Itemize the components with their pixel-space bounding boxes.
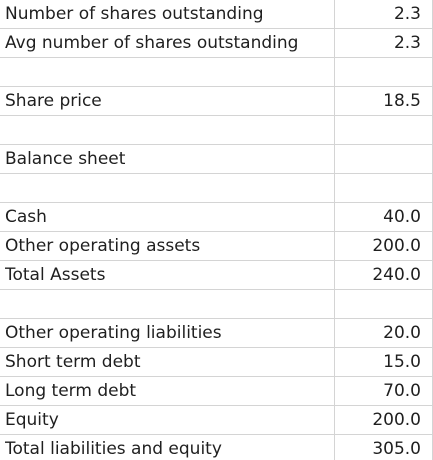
cell-value[interactable] [340,116,421,145]
cell-label[interactable] [5,174,330,203]
cell-label[interactable]: Cash [5,207,47,227]
cell-value[interactable] [340,290,421,319]
sheet-row-number-of-shares-outstanding: Number of shares outstanding 2.3 [0,0,433,29]
sheet-row-short-term-debt: Short term debt 15.0 [0,348,433,377]
sheet-row-long-term-debt: Long term debt 70.0 [0,377,433,406]
sheet-row-total-liabilities-and-equity: Total liabilities and equity 305.0 [0,435,433,460]
cell-value[interactable] [340,145,421,174]
cell-label[interactable]: Long term debt [5,381,137,401]
cell-label[interactable]: Avg number of shares outstanding [5,33,299,53]
sheet-row-equity: Equity 200.0 [0,406,433,435]
cell-value[interactable] [340,174,421,203]
sheet-row-empty [0,290,433,319]
sheet-row-total-assets: Total Assets 240.0 [0,261,433,290]
sheet-row-other-operating-liabilities: Other operating liabilities 20.0 [0,319,433,348]
cell-label[interactable]: Number of shares outstanding [5,4,264,24]
cell-value[interactable]: 200.0 [372,410,421,430]
cell-label[interactable]: Other operating assets [5,236,201,256]
cell-label[interactable]: Total liabilities and equity [5,439,222,459]
cell-label[interactable]: Balance sheet [5,149,126,169]
cell-value[interactable]: 15.0 [383,352,421,372]
cell-value[interactable]: 240.0 [372,265,421,285]
sheet-row-empty [0,58,433,87]
cell-value[interactable]: 20.0 [383,323,421,343]
sheet-row-cash: Cash 40.0 [0,203,433,232]
sheet-row-share-price: Share price 18.5 [0,87,433,116]
cell-value[interactable]: 70.0 [383,381,421,401]
sheet-row-empty [0,116,433,145]
cell-value[interactable]: 2.3 [393,33,421,53]
cell-value[interactable] [340,58,421,87]
cell-label[interactable] [5,58,330,87]
sheet-row-other-operating-assets: Other operating assets 200.0 [0,232,433,261]
cell-label[interactable] [5,290,330,319]
cell-label[interactable]: Total Assets [5,265,106,285]
cell-value[interactable]: 200.0 [372,236,421,256]
cell-value[interactable]: 18.5 [383,91,421,111]
cell-value[interactable]: 2.3 [393,4,421,24]
column-gridline [334,0,335,460]
cell-label[interactable]: Share price [5,91,102,111]
cell-label[interactable]: Short term debt [5,352,141,372]
cell-value[interactable]: 40.0 [383,207,421,227]
cell-label[interactable]: Equity [5,410,59,430]
cell-label[interactable] [5,116,330,145]
sheet-row-empty [0,174,433,203]
sheet-row-balance-sheet: Balance sheet [0,145,433,174]
cell-label[interactable]: Other operating liabilities [5,323,222,343]
sheet-row-avg-number-of-shares-outstanding: Avg number of shares outstanding 2.3 [0,29,433,58]
cell-value[interactable]: 305.0 [372,439,421,459]
